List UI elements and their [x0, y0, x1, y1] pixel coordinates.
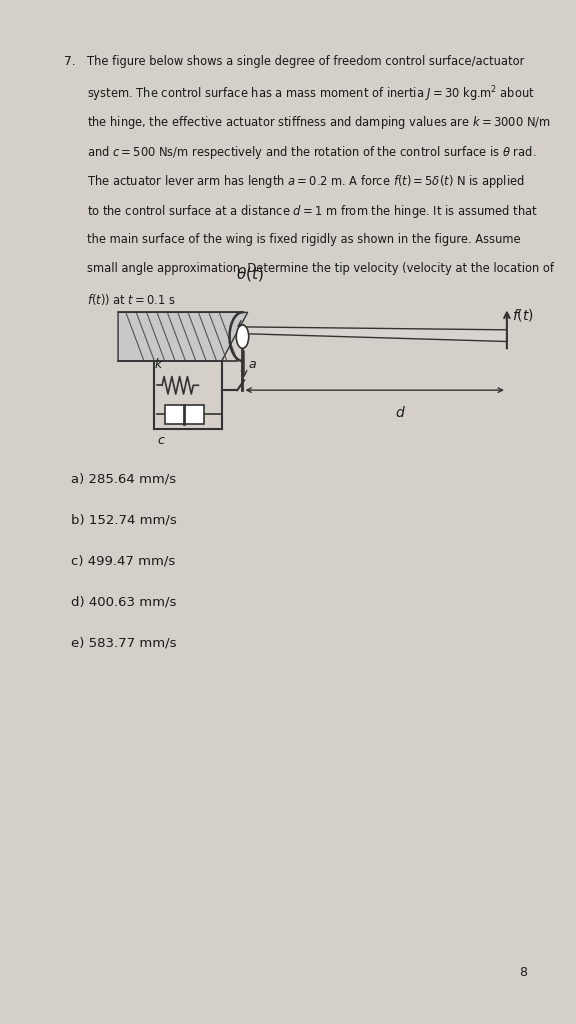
Text: $\theta(t)$: $\theta(t)$	[236, 265, 264, 283]
Text: $f(t)$) at $t = 0.1$ s: $f(t)$) at $t = 0.1$ s	[87, 292, 176, 307]
Text: $a$: $a$	[248, 357, 257, 371]
Text: the main surface of the wing is fixed rigidly as shown in the figure. Assume: the main surface of the wing is fixed ri…	[87, 232, 521, 246]
Text: $k$: $k$	[154, 356, 164, 371]
Circle shape	[236, 325, 249, 348]
Text: c) 499.47 mm/s: c) 499.47 mm/s	[71, 555, 176, 567]
Text: b) 152.74 mm/s: b) 152.74 mm/s	[71, 514, 177, 526]
Text: 7.: 7.	[64, 54, 75, 68]
Text: a) 285.64 mm/s: a) 285.64 mm/s	[71, 473, 177, 485]
Polygon shape	[118, 312, 248, 361]
Text: $d$: $d$	[395, 404, 406, 420]
Text: $c$: $c$	[157, 434, 166, 446]
Text: $f(t)$: $f(t)$	[512, 307, 534, 324]
Text: e) 583.77 mm/s: e) 583.77 mm/s	[71, 636, 177, 649]
Text: The figure below shows a single degree of freedom control surface/actuator: The figure below shows a single degree o…	[87, 54, 524, 68]
Text: system. The control surface has a mass moment of inertia $J = 30$ kg.m$^2$ about: system. The control surface has a mass m…	[87, 84, 535, 103]
Text: and $c = 500$ Ns/m respectively and the rotation of the control surface is $\the: and $c = 500$ Ns/m respectively and the …	[87, 143, 536, 161]
Text: The actuator lever arm has length $a = 0.2$ m. A force $f(t) = 5\delta(t)$ N is : The actuator lever arm has length $a = 0…	[87, 173, 525, 190]
Text: 8: 8	[520, 966, 528, 979]
Text: to the control surface at a distance $d = 1$ m from the hinge. It is assumed tha: to the control surface at a distance $d …	[87, 203, 538, 220]
Text: small angle approximation. Determine the tip velocity (velocity at the location : small angle approximation. Determine the…	[87, 262, 554, 275]
Polygon shape	[245, 327, 507, 342]
Text: the hinge, the effective actuator stiffness and damping values are $k = 3000$ N/: the hinge, the effective actuator stiffn…	[87, 114, 551, 131]
Bar	[165, 404, 204, 424]
Text: d) 400.63 mm/s: d) 400.63 mm/s	[71, 595, 177, 608]
